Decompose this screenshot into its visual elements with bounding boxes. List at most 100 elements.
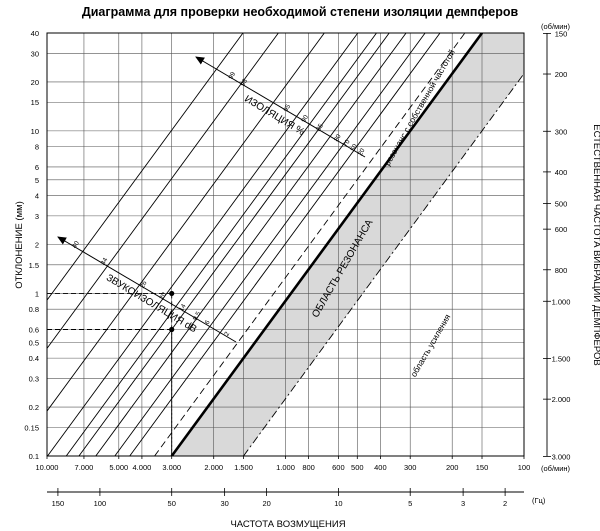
isolation-line-99 xyxy=(47,33,244,301)
x-tick-label-3000: 3.000 xyxy=(162,463,181,472)
y-tick-label-8: 8 xyxy=(35,143,39,152)
hz-tick-label-20: 20 xyxy=(262,499,270,508)
y2-tick-label-1500: 1.500 xyxy=(552,355,571,364)
isolation-value-20: 20 xyxy=(357,147,367,157)
hz-tick-label-2: 2 xyxy=(503,499,507,508)
x-tick-label-500: 500 xyxy=(351,463,364,472)
isolation-line-50 xyxy=(114,33,426,456)
y-tick-label-40: 40 xyxy=(31,29,39,38)
hz-tick-label-3: 3 xyxy=(461,499,465,508)
x-tick-label-1500: 1.500 xyxy=(234,463,253,472)
y2-axis-label: ЕСТЕСТВЕННАЯ ЧАСТОТА ВИБРАЦИИ ДЕМПФЕРОВ xyxy=(591,124,600,366)
isolation-line-80 xyxy=(78,33,390,456)
series-lines xyxy=(47,33,524,456)
x-unit-label: (об/мин) xyxy=(541,464,571,473)
hz-tick-label-50: 50 xyxy=(168,499,176,508)
y-tick-label-0_8: 0.8 xyxy=(29,305,39,314)
y-tick-label-0_1: 0.1 xyxy=(29,452,39,461)
y2-tick-label-300: 300 xyxy=(555,127,568,136)
sound-value-2: 2 xyxy=(223,330,231,337)
hz-axis: 150 100 50 30 20 10 5 3 2 xyxy=(47,488,524,508)
sound-value-9_5: 9.5 xyxy=(192,310,203,322)
y-tick-label-2: 2 xyxy=(35,241,39,250)
grid xyxy=(46,32,525,457)
sound-value-20: 20 xyxy=(158,291,168,301)
x-tick-label-100: 100 xyxy=(518,463,531,472)
amplification-line xyxy=(243,72,524,456)
x-tick-label-1000: 1.000 xyxy=(276,463,295,472)
isolation-line-98 xyxy=(47,33,279,350)
y-tick-label-30: 30 xyxy=(31,49,39,58)
y2-tick-label-500: 500 xyxy=(555,199,568,208)
x-tick-label-150: 150 xyxy=(476,463,489,472)
hz-tick-label-150: 150 xyxy=(52,499,65,508)
y2-tick-label-3000: 3.000 xyxy=(552,452,571,461)
isolation-value-70: 70 xyxy=(342,138,352,148)
sound-value-40: 40 xyxy=(71,240,81,250)
y-tick-label-0_15: 0.15 xyxy=(24,423,39,432)
x-tick-label-400: 400 xyxy=(374,463,387,472)
y2-tick-label-600: 600 xyxy=(555,225,568,234)
sound-value-26: 26 xyxy=(139,280,149,290)
tick-labels: 10.000 7.000 5.000 4.000 3.000 2.000 1.500 1.00… xyxy=(24,29,570,472)
x-axis-label: ЧАСТОТА ВОЗМУЩЕНИЯ xyxy=(230,519,345,530)
y2-tick-label-2000: 2.000 xyxy=(552,395,571,404)
isolation-arrow xyxy=(195,56,366,158)
sound-value-34: 34 xyxy=(100,256,110,266)
x-tick-label-2000: 2.000 xyxy=(204,463,223,472)
y-axis-label: ОТКЛОНЕНИЕ (мм) xyxy=(14,201,25,289)
isolation-value-95: 95 xyxy=(283,103,293,113)
isolation-line-70 xyxy=(95,33,407,456)
resonance-line xyxy=(170,33,484,456)
isolation-value-90: 90 xyxy=(300,114,310,124)
y-tick-label-4: 4 xyxy=(35,192,39,201)
isolation-line-85 xyxy=(65,33,377,456)
x-tick-label-4000: 4.000 xyxy=(133,463,152,472)
isolation-value-50: 50 xyxy=(349,143,359,153)
y-tick-label-6: 6 xyxy=(35,163,39,172)
chart-title: Диаграмма для проверки необходимой степе… xyxy=(82,5,519,19)
y-tick-label-10: 10 xyxy=(31,127,39,136)
y-tick-label-0_5: 0.5 xyxy=(29,338,39,347)
sound-arrow xyxy=(57,236,237,343)
y-tick-label-1_5: 1.5 xyxy=(29,261,39,270)
y-tick-label-3: 3 xyxy=(35,212,39,221)
x-tick-label-10000: 10.000 xyxy=(36,463,59,472)
isolation-value-80: 80 xyxy=(333,133,343,143)
isolation-value-98: 98 xyxy=(239,78,249,88)
isolation-line-90 xyxy=(47,33,359,456)
y2-unit-label: (об/мин) xyxy=(541,22,571,31)
y-tick-label-0_3: 0.3 xyxy=(29,374,39,383)
y-tick-label-15: 15 xyxy=(31,98,39,107)
y2-tick-label-800: 800 xyxy=(555,266,568,275)
x-tick-label-300: 300 xyxy=(404,463,417,472)
y2-tick-label-1000: 1.000 xyxy=(552,297,571,306)
y-tick-label-1: 1 xyxy=(35,289,39,298)
x-tick-label-7000: 7.000 xyxy=(75,463,94,472)
isolation-value-99: 99 xyxy=(227,70,237,80)
y-tick-label-20: 20 xyxy=(31,78,39,87)
y2-tick-label-400: 400 xyxy=(555,168,568,177)
hz-tick-label-5: 5 xyxy=(408,499,412,508)
isolation-line-20 xyxy=(129,33,441,456)
y-tick-label-0_4: 0.4 xyxy=(29,354,39,363)
sound-value-14: 14 xyxy=(178,303,188,313)
hz-tick-label-30: 30 xyxy=(220,499,228,508)
hz-tick-label-100: 100 xyxy=(94,499,107,508)
y2-tick-label-200: 200 xyxy=(555,70,568,79)
x2-unit-label: (Гц) xyxy=(532,496,546,505)
y-tick-label-0_6: 0.6 xyxy=(29,326,39,335)
isolation-value-85: 85 xyxy=(315,122,325,132)
example-point-1 xyxy=(169,326,175,333)
hz-tick-label-10: 10 xyxy=(334,499,342,508)
y-tick-label-5: 5 xyxy=(35,176,39,185)
x-tick-label-600: 600 xyxy=(332,463,345,472)
example-point-0 xyxy=(169,290,175,297)
x-tick-label-5000: 5.000 xyxy=(109,463,128,472)
y-tick-label-0_2: 0.2 xyxy=(29,403,39,412)
isolation-line-95 xyxy=(47,33,325,412)
sound-value-6: 6 xyxy=(204,319,212,326)
x-tick-label-200: 200 xyxy=(446,463,459,472)
